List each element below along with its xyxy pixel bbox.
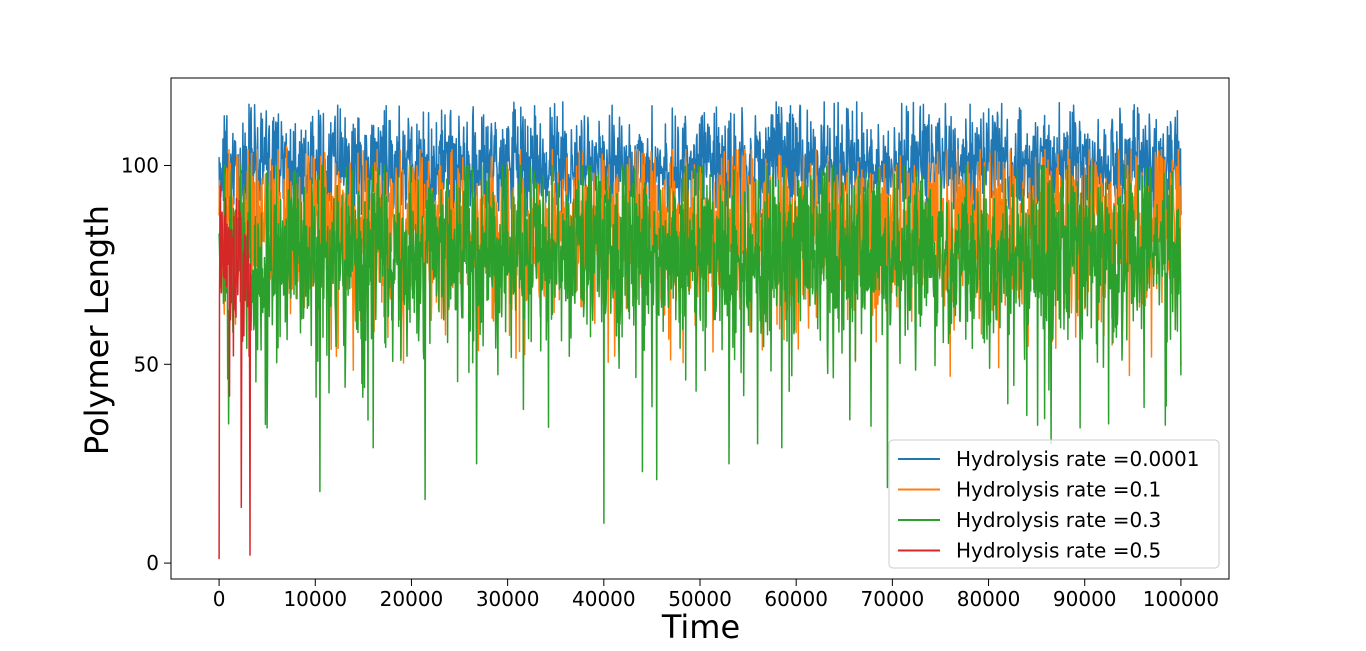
x-tick-label: 50000 bbox=[668, 587, 732, 611]
x-axis-ticks: 0 10000 20000 30000 40000 50000 60000 70000 8000… bbox=[213, 579, 1219, 611]
y-tick-label: 0 bbox=[146, 551, 159, 575]
series-line bbox=[218, 164, 1182, 525]
legend-label: Hydrolysis rate =0.0001 bbox=[956, 447, 1199, 471]
legend-label: Hydrolysis rate =0.1 bbox=[956, 478, 1161, 502]
y-tick-label: 100 bbox=[121, 153, 159, 177]
x-tick-label: 90000 bbox=[1053, 587, 1117, 611]
x-tick-label: 10000 bbox=[283, 587, 347, 611]
x-axis-label: Time bbox=[661, 608, 740, 646]
legend: Hydrolysis rate =0.0001 Hydrolysis rate =… bbox=[888, 439, 1220, 569]
x-tick-label: 0 bbox=[213, 587, 226, 611]
x-tick-label: 20000 bbox=[380, 587, 444, 611]
x-tick-label: 80000 bbox=[957, 587, 1021, 611]
legend-label: Hydrolysis rate =0.3 bbox=[956, 508, 1161, 532]
x-tick-label: 60000 bbox=[764, 587, 828, 611]
legend-label: Hydrolysis rate =0.5 bbox=[956, 539, 1161, 563]
x-tick-label: 100000 bbox=[1143, 587, 1219, 611]
series-line bbox=[218, 185, 252, 560]
series-layer bbox=[218, 101, 1182, 560]
y-tick-label: 50 bbox=[134, 352, 159, 376]
x-tick-label: 30000 bbox=[476, 587, 540, 611]
legend-box bbox=[888, 439, 1220, 569]
y-axis-ticks: 0 50 100 bbox=[121, 153, 171, 575]
y-axis-label: Polymer Length bbox=[78, 205, 116, 455]
x-tick-label: 40000 bbox=[572, 587, 636, 611]
x-tick-label: 70000 bbox=[861, 587, 925, 611]
